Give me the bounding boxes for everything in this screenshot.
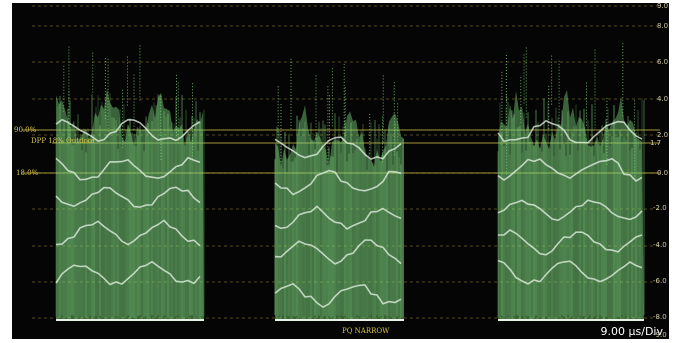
scale-label: -2.0	[653, 204, 667, 212]
timebase-readout: 9.00 µs/Div	[600, 325, 663, 338]
waveform-highlight	[497, 119, 643, 144]
waveform-monitor: 90.0% DPP 18% Outdoor 18.0% 1.7 9.0 8.0 …	[12, 2, 669, 339]
dpp-value-label: 1.7	[650, 139, 662, 147]
waveform-highlight	[55, 260, 201, 286]
scale-label: 0.0	[657, 169, 669, 177]
waveform-highlight	[55, 118, 201, 142]
waveform-highlight	[497, 157, 643, 183]
waveform-highlight	[497, 259, 643, 285]
waveform-highlight	[55, 186, 201, 208]
scale-label: 6.0	[657, 58, 669, 66]
dpp-outdoor-label: DPP 18% Outdoor	[31, 137, 96, 145]
waveform-highlight	[497, 199, 643, 222]
scale-label: 2.0	[657, 131, 669, 139]
waveform-envelope	[275, 105, 404, 320]
scale-label: -8.0	[653, 313, 667, 321]
waveform-highlight	[274, 136, 402, 161]
marker-90-label: 90.0%	[14, 126, 37, 134]
waveform-highlight	[274, 205, 402, 230]
scale-label: 4.0	[657, 95, 669, 103]
mode-label: PQ NARROW	[342, 327, 390, 335]
scale-label: 8.0	[657, 22, 669, 30]
marker-18-label: 18.0%	[16, 169, 39, 177]
scale-label: -6.0	[653, 277, 667, 285]
scale-label: -9.0	[653, 331, 667, 339]
waveform-highlight	[274, 169, 402, 196]
waveform-highlight	[274, 239, 402, 265]
scale-label: 9.0	[657, 2, 669, 10]
waveform-highlight	[497, 229, 643, 256]
waveform-highlight	[274, 282, 402, 309]
scale-label: -4.0	[653, 241, 667, 249]
waveform-highlight	[55, 219, 201, 247]
waveform-display	[22, 5, 660, 321]
waveform-highlight	[55, 156, 201, 181]
